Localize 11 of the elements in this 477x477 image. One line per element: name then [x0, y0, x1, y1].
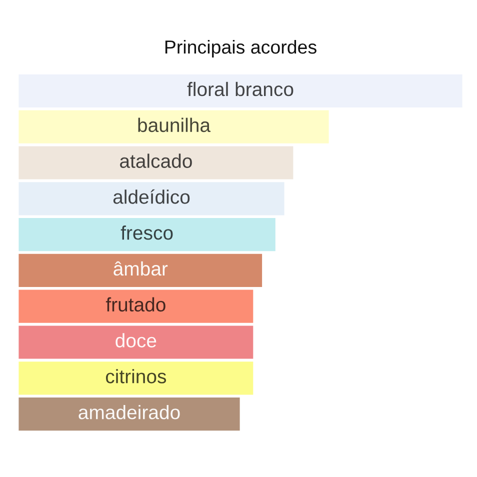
chart-title: Principais acordes [165, 40, 316, 58]
y-tick-label: aldeídico [113, 189, 190, 204]
y-tick-label: atalcado [120, 154, 192, 168]
y-tick-label: âmbar [114, 261, 168, 276]
y-tick-label: amadeirado [78, 404, 180, 420]
y-tick-label: doce [116, 333, 156, 348]
y-tick-label: fresco [120, 226, 173, 240]
y-tick-label: baunilha [138, 118, 211, 132]
y-tick-label: floral branco [187, 82, 294, 96]
y-tick-label: citrinos [106, 369, 166, 384]
y-tick-label: frutado [106, 297, 166, 312]
